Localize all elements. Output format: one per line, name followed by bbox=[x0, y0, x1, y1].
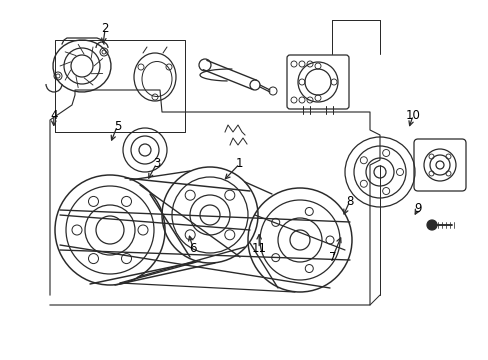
Text: 8: 8 bbox=[345, 195, 353, 208]
Text: 7: 7 bbox=[328, 251, 336, 264]
Text: 1: 1 bbox=[235, 157, 243, 170]
Text: 3: 3 bbox=[152, 157, 160, 170]
Text: 5: 5 bbox=[113, 120, 121, 132]
Text: 10: 10 bbox=[405, 109, 420, 122]
Circle shape bbox=[426, 220, 436, 230]
Text: 4: 4 bbox=[50, 109, 58, 122]
Text: 6: 6 bbox=[189, 242, 197, 255]
Text: 2: 2 bbox=[101, 22, 109, 35]
Text: 9: 9 bbox=[413, 202, 421, 215]
Text: 11: 11 bbox=[251, 242, 266, 255]
